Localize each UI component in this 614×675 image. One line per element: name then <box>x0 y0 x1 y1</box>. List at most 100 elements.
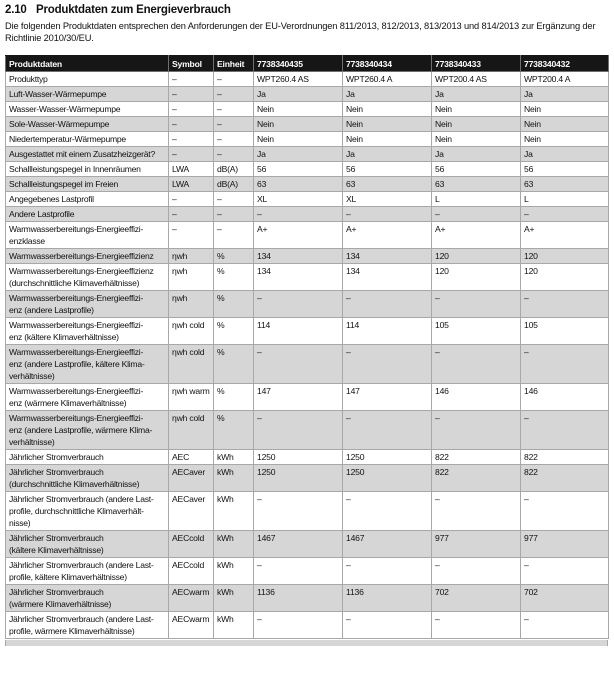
value-cell: 147 <box>342 383 432 411</box>
table-row: Andere Lastprofile – – – – – – <box>5 206 609 222</box>
unit-cell: % <box>213 410 254 450</box>
product-param-label: Warmwasserbereitungs-Energieeffizi- enz … <box>5 344 169 384</box>
symbol-cell: ηwh <box>168 290 214 318</box>
value-cell: – <box>253 344 343 384</box>
symbol-cell: – <box>168 86 214 102</box>
value-cell: 822 <box>431 464 521 492</box>
symbol-cell: ηwh cold <box>168 317 214 345</box>
value-cell: – <box>520 410 609 450</box>
section-title: Produktdaten zum Energieverbrauch <box>36 4 231 16</box>
value-cell: Ja <box>520 146 609 162</box>
cutoff-next-row <box>5 640 608 646</box>
value-cell: Nein <box>520 116 609 132</box>
value-cell: 105 <box>520 317 609 345</box>
table-header-row: Produktdaten Symbol Einheit 7738340435 7… <box>5 55 609 72</box>
value-cell: Ja <box>342 86 432 102</box>
value-cell: Ja <box>431 146 521 162</box>
value-cell: 114 <box>253 317 343 345</box>
value-cell: – <box>431 557 521 585</box>
value-cell: Nein <box>431 116 521 132</box>
value-cell: – <box>431 410 521 450</box>
symbol-cell: – <box>168 131 214 147</box>
unit-cell: kWh <box>213 584 254 612</box>
value-cell: – <box>431 206 521 222</box>
column-header-einheit: Einheit <box>213 55 254 72</box>
symbol-cell: – <box>168 221 214 249</box>
value-cell: Nein <box>253 116 343 132</box>
column-header-model-2: 7738340434 <box>342 55 432 72</box>
value-cell: Ja <box>253 146 343 162</box>
value-cell: Nein <box>342 131 432 147</box>
symbol-cell: AECaver <box>168 491 214 531</box>
unit-cell: – <box>213 146 254 162</box>
value-cell: – <box>253 491 343 531</box>
section-number: 2.10 <box>5 4 27 16</box>
column-header-model-1: 7738340435 <box>253 55 343 72</box>
table-row: Warmwasserbereitungs-Energieeffizi- enz … <box>5 317 609 345</box>
value-cell: – <box>342 206 432 222</box>
value-cell: Nein <box>431 131 521 147</box>
symbol-cell: – <box>168 101 214 117</box>
symbol-cell: – <box>168 146 214 162</box>
product-param-label: Warmwasserbereitungs-Energieeffizienz (d… <box>5 263 169 291</box>
product-param-label: Jährlicher Stromverbrauch (kältere Klima… <box>5 530 169 558</box>
table-row: Jährlicher Stromverbrauch (wärmere Klima… <box>5 584 609 612</box>
unit-cell: % <box>213 263 254 291</box>
value-cell: 63 <box>431 176 521 192</box>
symbol-cell: ηwh <box>168 248 214 264</box>
product-param-label: Warmwasserbereitungs-Energieeffizi- enz … <box>5 410 169 450</box>
product-param-label: Ausgestattet mit einem Zusatzheizgerät? <box>5 146 169 162</box>
table-row: Warmwasserbereitungs-Energieeffizi- enz … <box>5 410 609 450</box>
value-cell: 56 <box>253 161 343 177</box>
value-cell: – <box>431 491 521 531</box>
product-param-label: Schallleistungspegel in Innenräumen <box>5 161 169 177</box>
value-cell: 1467 <box>342 530 432 558</box>
table-row: Warmwasserbereitungs-Energieeffizienz (d… <box>5 263 609 291</box>
unit-cell: – <box>213 191 254 207</box>
value-cell: 63 <box>520 176 609 192</box>
unit-cell: kWh <box>213 464 254 492</box>
table-row: Ausgestattet mit einem Zusatzheizgerät? –… <box>5 146 609 162</box>
document-page: 2.10 Produktdaten zum Energieverbrauch D… <box>5 4 614 646</box>
table-header: Produktdaten Symbol Einheit 7738340435 7… <box>5 55 609 72</box>
value-cell: 134 <box>253 248 343 264</box>
product-param-label: Jährlicher Stromverbrauch <box>5 449 169 465</box>
section-heading: 2.10 Produktdaten zum Energieverbrauch <box>5 4 614 16</box>
product-param-label: Warmwasserbereitungs-Energieeffizi- enz … <box>5 290 169 318</box>
value-cell: A+ <box>342 221 432 249</box>
unit-cell: dB(A) <box>213 176 254 192</box>
symbol-cell: – <box>168 206 214 222</box>
value-cell: 120 <box>520 263 609 291</box>
value-cell: – <box>342 410 432 450</box>
unit-cell: % <box>213 383 254 411</box>
value-cell: 134 <box>253 263 343 291</box>
unit-cell: – <box>213 206 254 222</box>
table-row: Schallleistungspegel in Innenräumen LWA dB… <box>5 161 609 177</box>
value-cell: 1136 <box>253 584 343 612</box>
symbol-cell: AEC <box>168 449 214 465</box>
value-cell: 120 <box>520 248 609 264</box>
value-cell: 134 <box>342 263 432 291</box>
value-cell: – <box>431 290 521 318</box>
table-row: Jährlicher Stromverbrauch (andere Last- … <box>5 557 609 585</box>
table-row: Wasser-Wasser-Wärmepumpe – – Nein Nein Nein Ne… <box>5 101 609 117</box>
value-cell: 977 <box>520 530 609 558</box>
column-header-model-4: 7738340432 <box>520 55 609 72</box>
value-cell: 822 <box>431 449 521 465</box>
value-cell: Nein <box>431 101 521 117</box>
table-row: Warmwasserbereitungs-Energieeffizi- enzk… <box>5 221 609 249</box>
value-cell: WPT260.4 AS <box>253 71 343 87</box>
value-cell: 56 <box>431 161 521 177</box>
unit-cell: dB(A) <box>213 161 254 177</box>
value-cell: 1467 <box>253 530 343 558</box>
product-param-label: Niedertemperatur-Wärmepumpe <box>5 131 169 147</box>
value-cell: Nein <box>342 101 432 117</box>
product-param-label: Jährlicher Stromverbrauch (andere Last- … <box>5 557 169 585</box>
table-row: Warmwasserbereitungs-Energieeffizienz ηwh… <box>5 248 609 264</box>
value-cell: – <box>342 344 432 384</box>
value-cell: WPT260.4 A <box>342 71 432 87</box>
value-cell: – <box>520 206 609 222</box>
unit-cell: – <box>213 131 254 147</box>
product-param-label: Jährlicher Stromverbrauch (wärmere Klima… <box>5 584 169 612</box>
value-cell: – <box>520 491 609 531</box>
